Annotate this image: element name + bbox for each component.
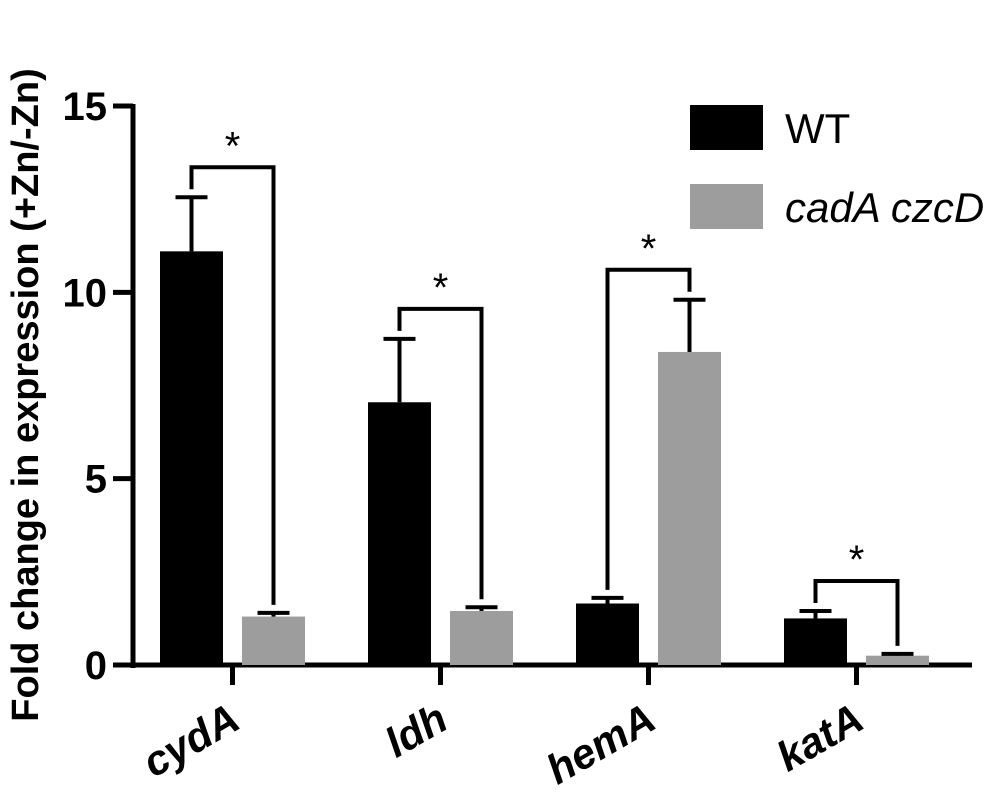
y-tick-label: 0 bbox=[85, 644, 107, 688]
legend-label: WT bbox=[785, 105, 850, 152]
bar bbox=[576, 603, 639, 665]
significance-marker: * bbox=[225, 124, 241, 168]
bar bbox=[368, 402, 431, 665]
x-axis: cydA ldh hemA katA bbox=[131, 662, 972, 793]
legend-swatch bbox=[690, 105, 763, 150]
x-tick-label: cydA bbox=[135, 694, 247, 786]
bars bbox=[160, 251, 929, 665]
legend: WT cadA czcD bbox=[690, 105, 984, 231]
bar bbox=[658, 351, 721, 665]
bar bbox=[450, 610, 513, 665]
error-bars bbox=[175, 195, 914, 656]
y-tick-label: 5 bbox=[85, 458, 107, 502]
significance-marker: * bbox=[433, 266, 449, 310]
y-axis-title: Fold change in expression (+Zn/-Zn) bbox=[5, 68, 47, 721]
bar bbox=[242, 616, 305, 665]
significance-bracket bbox=[189, 165, 276, 605]
legend-swatch bbox=[690, 184, 763, 229]
significance-bracket bbox=[605, 267, 692, 590]
bar bbox=[160, 251, 223, 665]
x-tick-label: ldh bbox=[377, 694, 455, 766]
x-tick-label: katA bbox=[769, 694, 871, 780]
significance-marker: * bbox=[641, 227, 657, 271]
y-tick-label: 15 bbox=[63, 85, 108, 129]
significance-brackets: * * * * bbox=[189, 124, 900, 646]
legend-label: cadA czcD bbox=[785, 184, 984, 231]
bar bbox=[866, 655, 929, 665]
bar bbox=[784, 618, 847, 665]
significance-marker: * bbox=[849, 538, 865, 582]
significance-bracket bbox=[813, 578, 900, 646]
y-tick-label: 10 bbox=[63, 271, 108, 315]
x-tick-label: hemA bbox=[538, 694, 663, 793]
y-axis: 0 5 10 15 bbox=[63, 85, 136, 688]
significance-bracket bbox=[397, 306, 484, 600]
